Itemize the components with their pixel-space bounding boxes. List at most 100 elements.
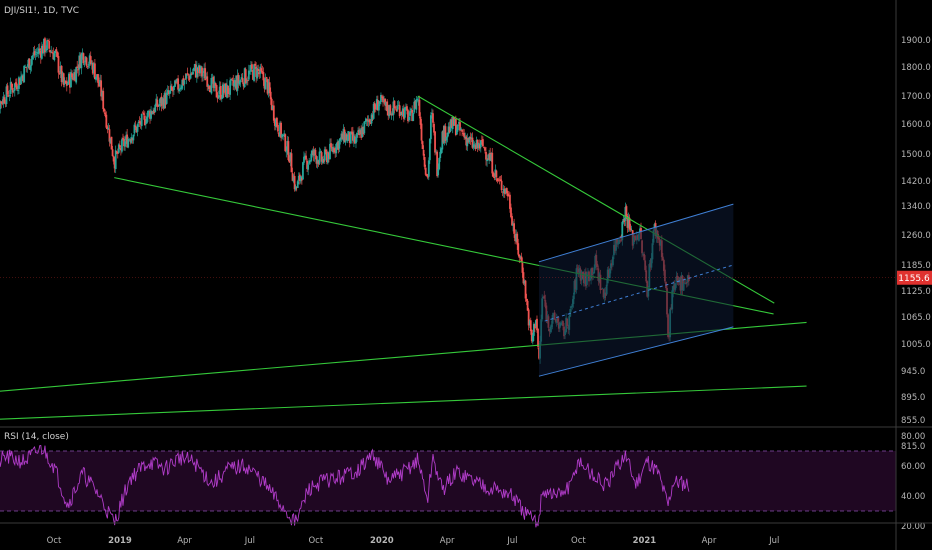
candle-body — [0, 101, 2, 110]
candle-body — [316, 159, 319, 164]
candle-body — [421, 141, 424, 150]
time-axis[interactable]: Oct 2019 Apr Jul Oct 2020 Apr Jul Oct 2021 Apr Jul — [47, 536, 780, 546]
candle-body — [140, 114, 143, 127]
regression-channel[interactable] — [538, 203, 734, 377]
channel-upper-line — [538, 203, 734, 263]
candle-body — [135, 126, 138, 133]
candle-body — [55, 49, 58, 52]
candle-body — [81, 52, 84, 56]
candle-body — [173, 85, 175, 91]
candle-body — [31, 55, 34, 60]
candle-body — [623, 219, 626, 222]
candle-body — [24, 66, 27, 68]
candle-body — [46, 40, 48, 51]
candle-body — [329, 143, 331, 159]
candle-body — [20, 76, 22, 84]
candle-body — [85, 57, 88, 66]
candle-body — [269, 91, 272, 100]
candle-body — [26, 66, 29, 68]
candle-body — [383, 99, 385, 102]
candle-body — [54, 50, 57, 54]
candle-body — [497, 179, 500, 181]
candle-body — [367, 120, 370, 122]
candle-body — [474, 145, 477, 150]
candle-body — [451, 116, 454, 130]
candle-body — [532, 324, 535, 336]
candle-body — [112, 156, 115, 162]
candle-body — [62, 73, 65, 85]
rsi-tick-label: 20.00 — [901, 522, 925, 532]
candle-body — [279, 122, 281, 137]
price-tick-label: 895.0 — [901, 393, 925, 403]
candle-body — [381, 96, 383, 98]
candle-body — [119, 148, 122, 151]
candle-body — [212, 77, 215, 88]
candle-body — [38, 48, 41, 51]
candle-body — [97, 74, 99, 83]
candle-body — [324, 149, 327, 152]
candle-body — [494, 169, 497, 177]
candle-body — [103, 108, 106, 112]
candle-body — [411, 109, 414, 121]
candle-body — [228, 93, 230, 94]
candle-body — [314, 149, 317, 156]
candle-body — [235, 80, 238, 90]
price-tick-label: 1065.0 — [901, 313, 931, 323]
price-pane[interactable] — [0, 36, 807, 420]
candle-body — [232, 80, 235, 86]
rsi-axis[interactable]: 20.00 40.00 60.00 80.00 — [901, 432, 925, 532]
candle-body — [265, 77, 268, 79]
candle-body — [337, 141, 340, 150]
candle-body — [205, 76, 208, 79]
candle-body — [341, 133, 344, 140]
candle-body — [49, 50, 52, 53]
candle-body — [0, 101, 3, 104]
price-axis[interactable]: 815.0 855.0 895.0 945.0 1005.0 1065.0 1125.0 11… — [901, 36, 931, 452]
candle-body — [242, 82, 245, 87]
candle-body — [372, 103, 375, 119]
candle-body — [114, 150, 117, 170]
candle-body — [320, 152, 323, 162]
candle-body — [506, 193, 509, 197]
candle-body — [36, 53, 39, 54]
candle-body — [472, 144, 475, 148]
candle-body — [199, 66, 201, 74]
candle-body — [507, 195, 510, 196]
candle-body — [307, 164, 310, 170]
candle-body — [321, 158, 324, 163]
price-tick-label: 1420.0 — [901, 177, 931, 187]
candle-body — [218, 86, 221, 95]
price-tick-label: 1900.0 — [901, 36, 931, 46]
candle-body — [369, 122, 372, 124]
candle-body — [244, 69, 247, 84]
candle-body — [196, 67, 199, 73]
candle-body — [168, 90, 171, 95]
candle-body — [88, 55, 91, 64]
candle-body — [325, 151, 328, 163]
candle-body — [210, 77, 213, 94]
price-tick-label: 1500.0 — [901, 150, 931, 160]
candle-body — [153, 109, 156, 113]
candle-body — [164, 93, 167, 105]
candle-body — [355, 137, 357, 144]
candle-body — [169, 85, 172, 91]
candle-body — [470, 137, 473, 139]
candle-body — [262, 72, 265, 81]
candle-body — [270, 98, 273, 110]
candle-body — [504, 189, 507, 193]
candle-body — [195, 66, 198, 78]
rsi-pane[interactable] — [0, 445, 896, 528]
candle-body — [527, 309, 530, 326]
rsi-indicator-label[interactable]: RSI (14, close) — [4, 432, 69, 442]
candle-body — [272, 105, 275, 121]
candle-body — [350, 131, 353, 133]
candle-body — [312, 150, 315, 156]
candle-body — [5, 86, 8, 105]
symbol-title[interactable]: DJI/SI1!, 1D, TVC — [4, 6, 80, 16]
candle-body — [503, 188, 506, 194]
candle-body — [98, 82, 100, 87]
candle-body — [625, 206, 628, 217]
candle-body — [359, 129, 362, 135]
candle-body — [229, 80, 232, 95]
